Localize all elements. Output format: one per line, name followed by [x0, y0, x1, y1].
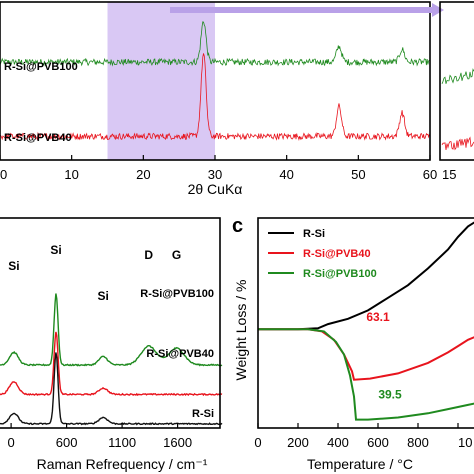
xrd-tick-label: 40: [279, 167, 293, 182]
xrd-tick-label: 30: [208, 167, 222, 182]
raman-panel: 0 600 1100 1600 Si Si Si D G R-Si@PVB100 R-Si@P…: [0, 217, 223, 472]
raman-frame: [0, 217, 221, 429]
xrd-tick-label: 10: [64, 167, 78, 182]
tga-tick-label: 800: [407, 435, 429, 450]
tga-annotation: 63.1: [366, 310, 390, 324]
legend-label: R-Si: [303, 228, 325, 240]
tga-tick-label: 200: [287, 435, 309, 450]
xrd-zoom-tick-label: 15: [442, 167, 456, 182]
raman-x-label: Raman Refrequency / cm⁻¹: [37, 456, 208, 472]
raman-tick-label: 1100: [108, 435, 136, 450]
raman-peak-label: Si: [50, 243, 61, 257]
xrd-zoom-series-line: [441, 68, 474, 84]
legend-label: R-Si@PVB40: [303, 248, 371, 260]
xrd-tick-label: 0: [0, 167, 7, 182]
xrd-series-line: [0, 21, 430, 67]
raman-series-line: [0, 331, 223, 397]
tga-series-group: [258, 221, 474, 421]
legend-label: R-Si@PVB100: [303, 268, 377, 280]
zoom-arrow: [170, 3, 444, 17]
xrd-zoom-panel: 15: [439, 1, 474, 182]
raman-tick-label: 1600: [163, 435, 192, 450]
xrd-zoom-series-line: [441, 136, 474, 151]
raman-x-ticks: 0 600 1100 1600: [7, 423, 192, 450]
series-label-pvb40: R-Si@PVB40: [4, 132, 72, 144]
tga-tick-label: 600: [367, 435, 389, 450]
tga-series-line: [258, 328, 474, 381]
tga-series-line: [258, 328, 474, 421]
raman-tick-label: 0: [7, 435, 14, 450]
raman-series-group: [0, 293, 223, 426]
tga-annotation: 39.5: [378, 388, 402, 402]
raman-tick-label: 600: [56, 435, 78, 450]
raman-peak-label: D: [144, 248, 153, 262]
xrd-zoom-series-group: [441, 68, 474, 151]
xrd-x-label: 2θ CuKα: [188, 181, 243, 197]
zoom-arrow-head: [432, 3, 444, 17]
xrd-series-line: [0, 53, 430, 141]
tga-frame: [257, 217, 474, 429]
tga-y-label: Weight Loss / %: [233, 280, 249, 381]
raman-series-line: [0, 352, 223, 426]
xrd-tick-label: 60: [423, 167, 437, 182]
tga-legend: R-Si R-Si@PVB40 R-Si@PVB100: [268, 228, 377, 280]
xrd-tick-label: 50: [351, 167, 365, 182]
xrd-series-group: [0, 21, 430, 141]
raman-peak-label: Si: [8, 259, 19, 273]
tga-series-line: [258, 221, 474, 331]
raman-peak-labels: Si Si Si D G: [8, 243, 181, 303]
tga-panel: c Weight Loss / % 0 200 400 600 800 10 R-SiR-…: [232, 215, 474, 472]
raman-label-rsi: R-Si: [192, 408, 214, 420]
raman-peak-label: Si: [98, 289, 109, 303]
tga-x-ticks: 0 200 400 600 800 10: [254, 423, 472, 450]
tga-annotations: 63.1 39.5: [366, 310, 402, 402]
tga-x-label: Temperature / °C: [307, 456, 413, 472]
raman-peak-label: G: [172, 248, 181, 262]
panel-letter-c: c: [232, 215, 243, 237]
xrd-tick-label: 20: [136, 167, 150, 182]
series-label-pvb100: R-Si@PVB100: [4, 61, 78, 73]
xrd-x-ticks: 0 10 20 30 40 50 60: [0, 155, 437, 182]
raman-label-pvb100: R-Si@PVB100: [140, 288, 214, 300]
xrd-zoom-frame: [439, 1, 474, 161]
tga-tick-label: 0: [254, 435, 261, 450]
tga-tick-label: 400: [327, 435, 349, 450]
raman-series-line: [0, 293, 223, 367]
tga-tick-label: 10: [458, 435, 472, 450]
raman-label-pvb40: R-Si@PVB40: [146, 348, 214, 360]
xrd-panel: 0 10 20 30 40 50 60 R-Si@PVB100 R-Si@PVB40 2θ …: [0, 1, 444, 197]
